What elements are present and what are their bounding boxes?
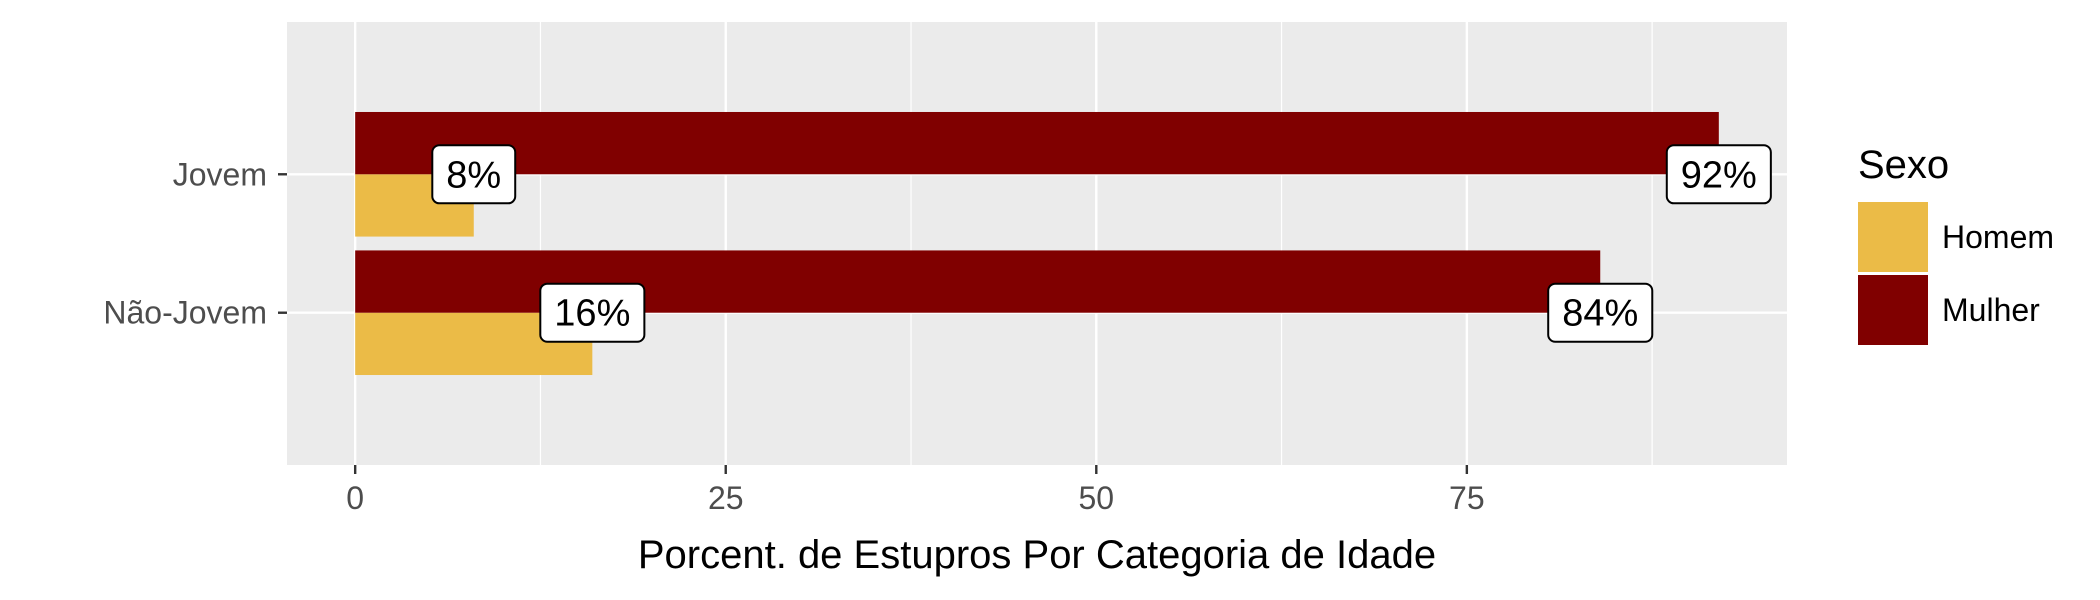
- y-tick-label: Não-Jovem: [103, 295, 267, 331]
- legend-label: Homem: [1942, 219, 2054, 255]
- data-label: 8%: [446, 154, 501, 196]
- x-axis-title: Porcent. de Estupros Por Categoria de Id…: [638, 533, 1436, 577]
- data-label-box: [431, 144, 517, 205]
- data-label: 92%: [1681, 154, 1757, 196]
- x-axis: 0 25 50 75: [346, 465, 1485, 516]
- data-label: 84%: [1562, 293, 1638, 335]
- data-label-box: [1547, 282, 1654, 343]
- x-tick-label: 0: [346, 480, 364, 516]
- bar: [355, 111, 1719, 175]
- legend-key: [1858, 202, 1928, 272]
- y-tick-label: Jovem: [173, 156, 267, 192]
- x-tick-label: 75: [1449, 480, 1485, 516]
- legend-key: [1858, 275, 1928, 345]
- y-axis: Jovem Não-Jovem: [103, 156, 287, 331]
- data-label-box: [539, 282, 646, 343]
- x-tick-label: 25: [708, 480, 744, 516]
- legend: Homem Mulher: [1858, 202, 2054, 345]
- minor-gridlines: [539, 22, 1653, 465]
- legend-label: Mulher: [1942, 292, 2040, 328]
- plot-panel: [287, 22, 1787, 465]
- bars: [355, 111, 1719, 376]
- data-label: 16%: [554, 293, 630, 335]
- x-tick-label: 50: [1078, 480, 1114, 516]
- legend-title: Sexo: [1858, 143, 1949, 187]
- data-labels: 8% 92% 16% 84%: [431, 144, 1772, 343]
- data-label-box: [1665, 144, 1772, 205]
